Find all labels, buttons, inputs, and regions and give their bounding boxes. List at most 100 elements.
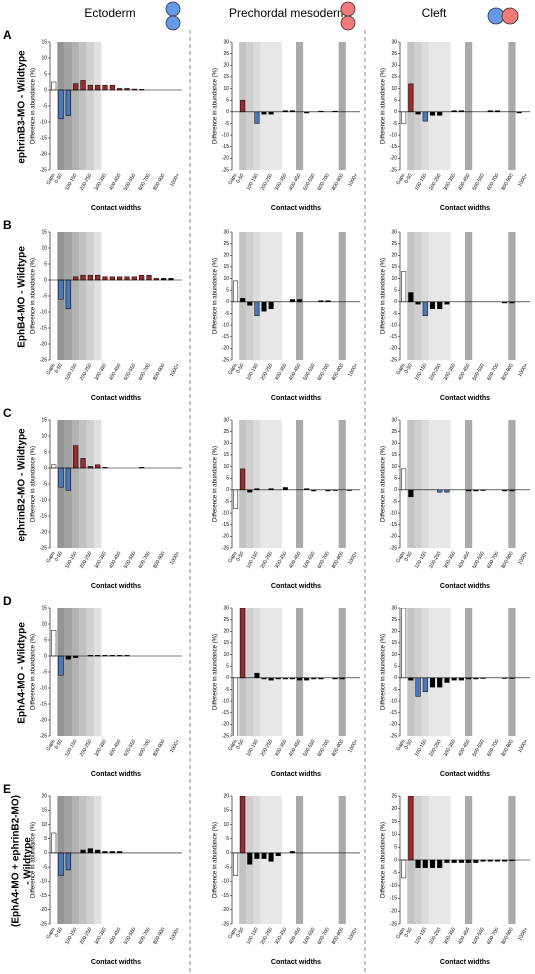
y-tick-label: -25 [222, 545, 229, 551]
y-axis-label: Difference in abundance (%) [31, 446, 37, 522]
y-tick-label: 0 [226, 487, 229, 493]
y-tick-label: -10 [222, 879, 229, 885]
y-tick-label: 5 [226, 836, 229, 842]
x-tick-label: 400-450 [288, 362, 302, 381]
bar [408, 292, 414, 303]
bar [102, 276, 108, 281]
y-tick-label: 25 [391, 793, 397, 799]
x-tick-label: 500-550 [123, 172, 137, 191]
bar [429, 677, 436, 688]
bar [109, 276, 115, 281]
shade [72, 420, 80, 548]
y-tick-label: 10 [391, 276, 397, 282]
x-tick-label: 500-550 [472, 738, 486, 757]
bar [289, 299, 295, 303]
y-tick-label: -10 [222, 510, 229, 516]
x-tick-label: 300-350 [443, 926, 457, 945]
y-tick-label: 30 [391, 229, 397, 235]
bar [401, 271, 407, 303]
bar [415, 111, 421, 115]
bar [80, 80, 86, 91]
bar [65, 279, 71, 310]
shade [338, 796, 346, 924]
x-tick-label: 200-250 [79, 172, 93, 191]
panel: -25 -20 -15 -10 -5 0 5 10 15 20 25 30 Difference in … [381, 229, 530, 402]
bar [58, 279, 64, 300]
panel: -25 -20 -15 -10 -5 0 5 10 15 Difference in abunda… [31, 417, 182, 590]
x-tick-label: 200-250 [260, 362, 274, 381]
y-tick-label: 0 [226, 299, 229, 305]
bar [401, 468, 407, 491]
x-tick-label: 300-350 [94, 362, 108, 381]
bar [240, 796, 246, 854]
y-tick-label: 0 [226, 850, 229, 856]
x-tick-label: 400-450 [457, 172, 471, 191]
y-tick-label: 15 [223, 452, 229, 458]
y-axis-label: Difference in abundance (%) [213, 68, 219, 144]
x-tick-label: Gaps [395, 550, 406, 564]
y-tick-label: -20 [40, 717, 47, 723]
y-tick-label: 0 [226, 675, 229, 681]
bar [437, 489, 443, 493]
x-tick-label: 600-700 [138, 362, 152, 381]
shade [94, 232, 102, 360]
x-tick-label: 600-700 [138, 550, 152, 569]
bar [408, 83, 414, 113]
bar [437, 111, 443, 116]
y-tick-label: 10 [41, 245, 47, 251]
y-tick-label: -25 [40, 921, 47, 927]
x-tick-label: 300-350 [274, 550, 288, 569]
y-tick-label: 10 [41, 822, 47, 828]
bar [146, 274, 152, 281]
x-tick-label: 0-50 [404, 926, 414, 938]
x-tick-label: 1000+ [517, 363, 529, 378]
x-tick-label: 800-900 [152, 550, 166, 569]
x-tick-label: Gaps [45, 172, 56, 186]
bar [458, 677, 464, 681]
shade [86, 608, 94, 736]
y-tick-label: 15 [391, 819, 397, 825]
x-tick-label: 100-150 [64, 738, 78, 757]
bar [401, 111, 407, 124]
y-tick-label: -10 [222, 322, 229, 328]
x-tick-label: 0-50 [54, 550, 64, 562]
x-tick-label: 100-150 [64, 926, 78, 945]
shade [421, 42, 429, 170]
x-tick-label: Gaps [395, 926, 406, 940]
icon-ectoderm [165, 1, 181, 31]
bar [240, 99, 246, 113]
column-header: Ectoderm [84, 6, 135, 20]
y-tick-label: 25 [223, 617, 229, 623]
y-tick-label: 15 [391, 74, 397, 80]
x-tick-label: Gaps [45, 738, 56, 752]
y-axis-label: Difference in abundance (%) [381, 822, 387, 898]
y-tick-label: -20 [390, 156, 397, 162]
x-tick-label: 300-350 [443, 362, 457, 381]
y-tick-label: -25 [222, 167, 229, 173]
x-tick-label: 100-150 [414, 738, 428, 757]
y-tick-label: -25 [40, 545, 47, 551]
shade [296, 232, 304, 360]
panel: -25 -20 -15 -10 -5 0 5 10 15 Difference in abunda… [31, 229, 182, 402]
bar [51, 630, 57, 657]
x-tick-label: Gaps [227, 172, 238, 186]
shade [274, 420, 282, 548]
x-tick-label: 200-250 [79, 926, 93, 945]
bar [437, 301, 443, 310]
x-tick-label: 600-700 [317, 926, 331, 945]
shade [338, 42, 346, 170]
bars [401, 796, 515, 879]
x-tick-label: 500-550 [302, 738, 316, 757]
y-tick-label: -5 [225, 311, 230, 317]
y-tick-label: -10 [390, 883, 397, 889]
x-tick-label: 0-50 [54, 926, 64, 938]
shade [428, 232, 437, 360]
y-tick-label: 30 [223, 39, 229, 45]
x-tick-label: 200-250 [428, 738, 442, 757]
y-tick-label: 30 [391, 417, 397, 423]
bar [422, 859, 428, 868]
icon-mesoderm [340, 1, 356, 31]
row-letter: C [3, 406, 12, 420]
x-tick-label: 400-450 [457, 926, 471, 945]
